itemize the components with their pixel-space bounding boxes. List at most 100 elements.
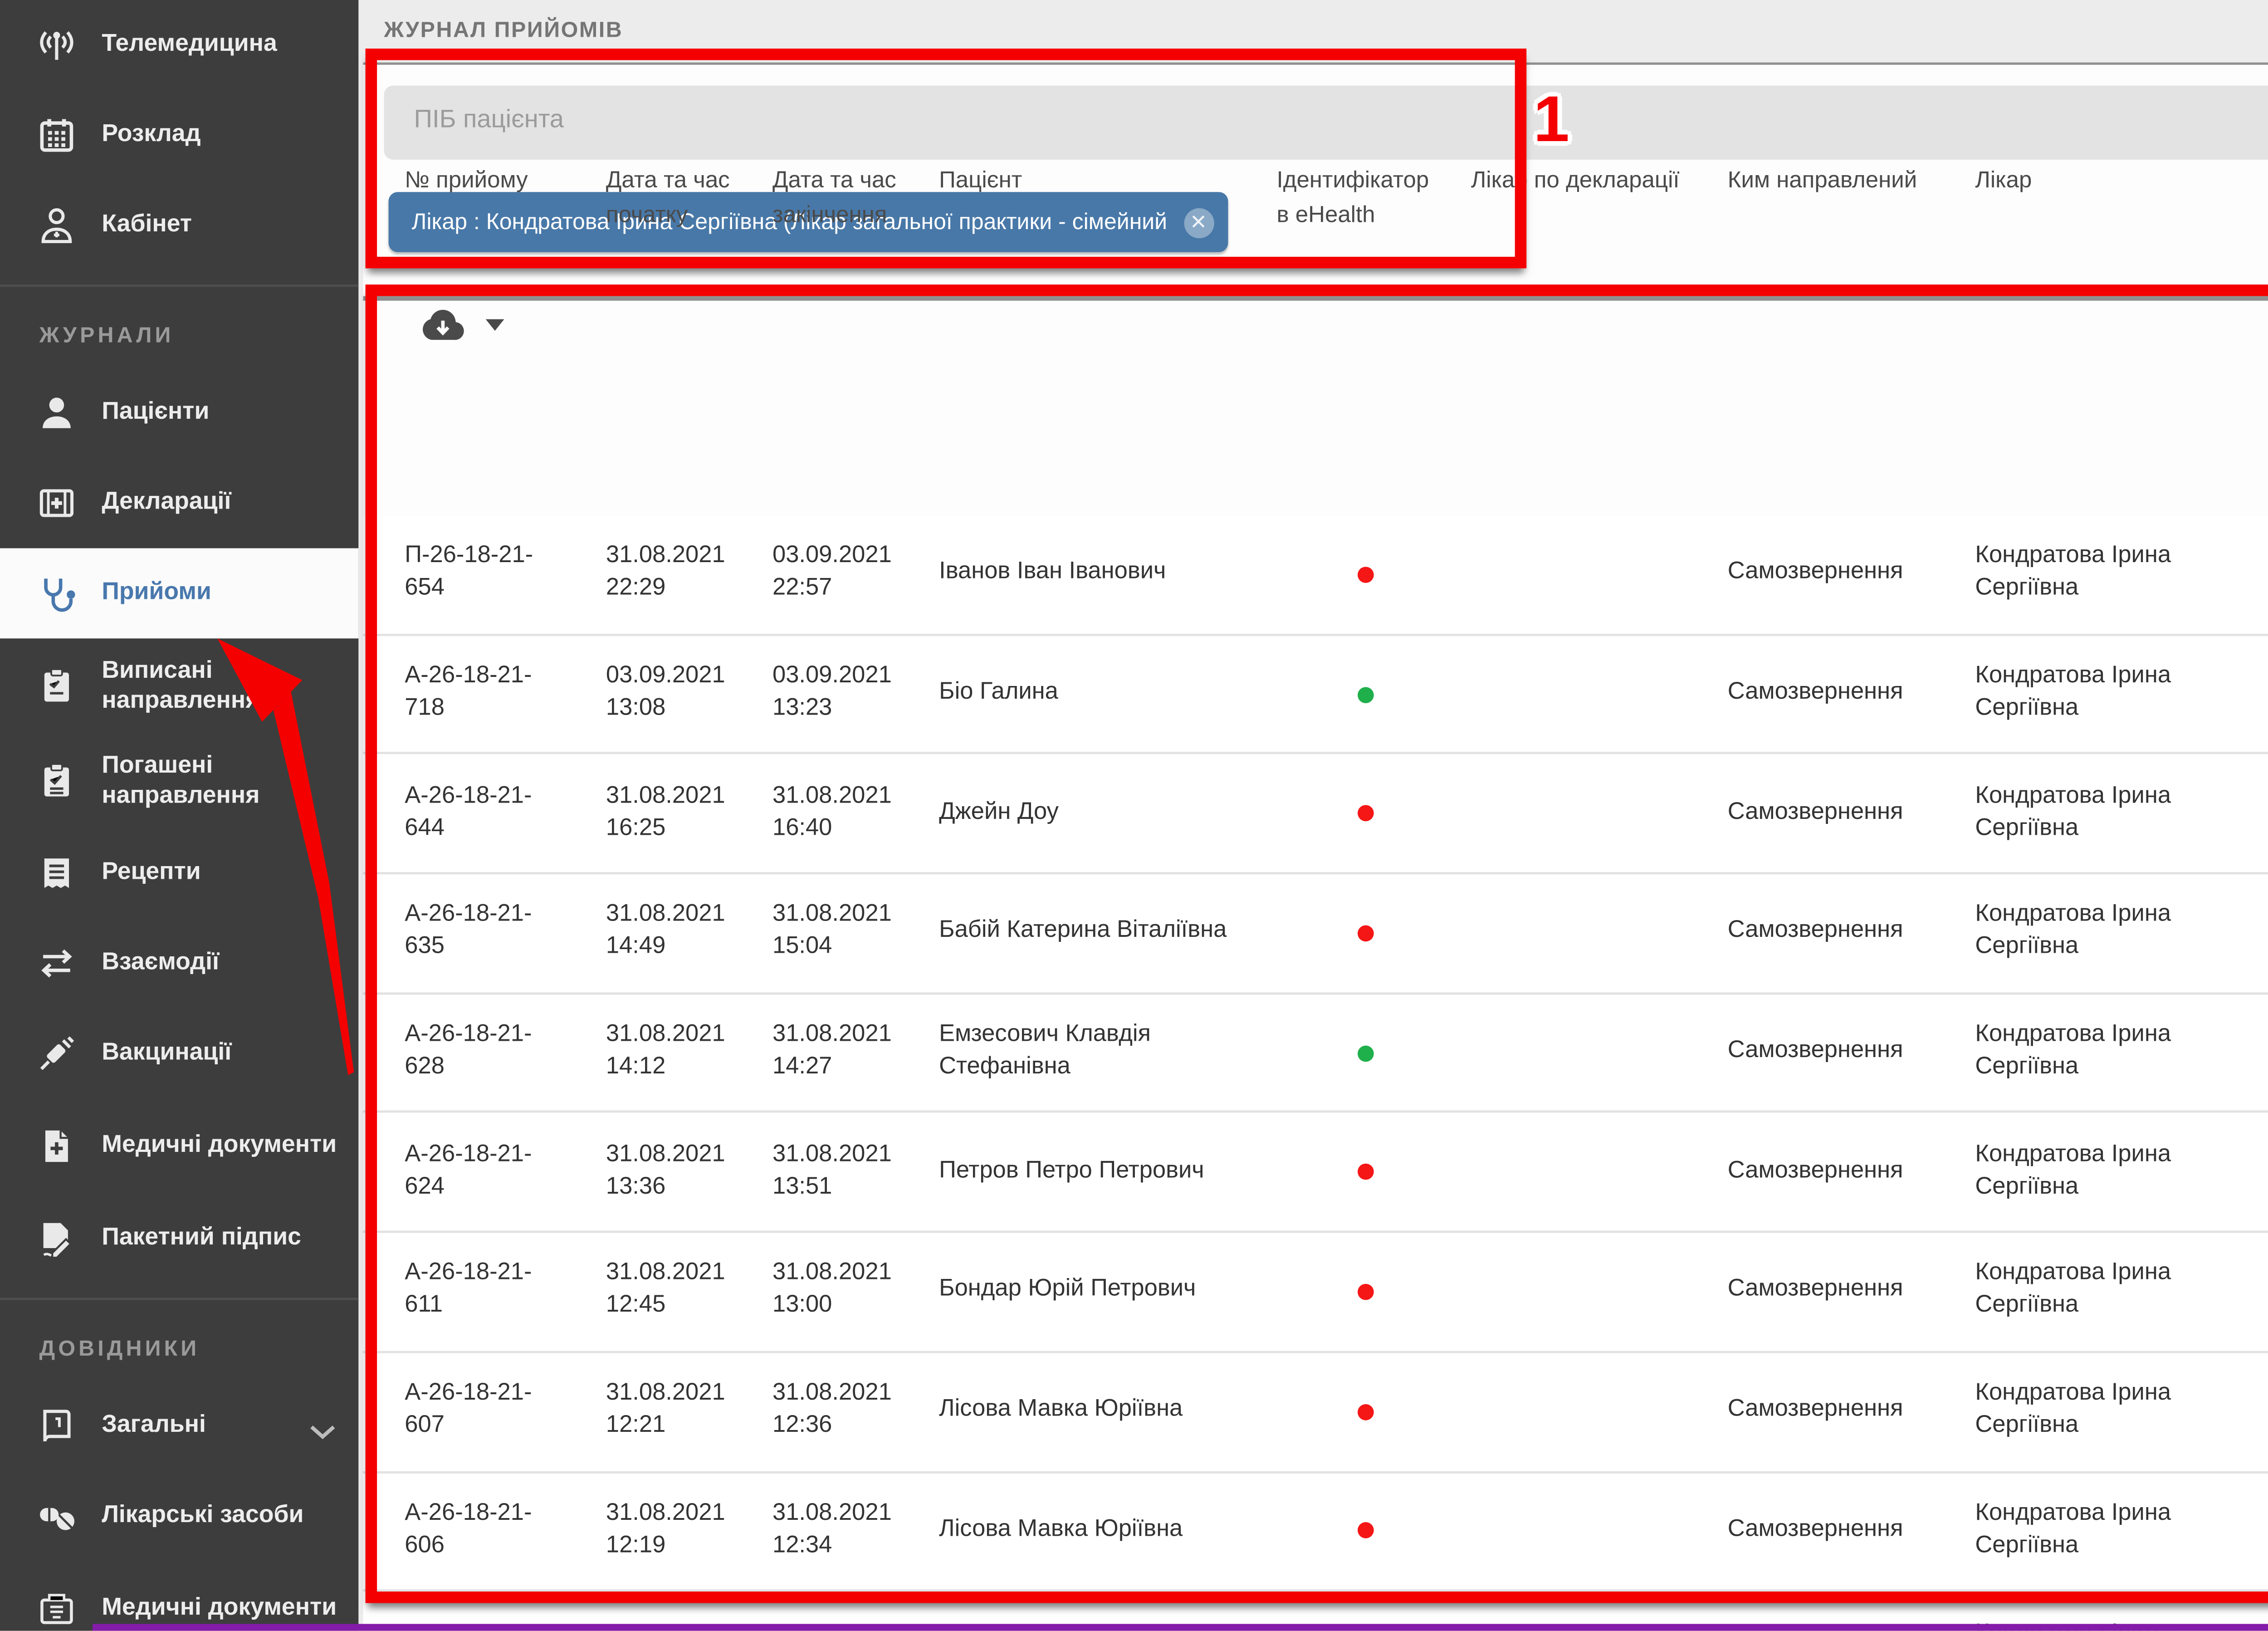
sidebar-item-виписані-направлення[interactable]: Виписані направлення (0, 638, 358, 733)
sidebar-item-взаємодії[interactable]: Взаємодії (0, 918, 358, 1009)
table-row[interactable]: А-26-18-21- 628 31.08.2021 14:12 31.08.202… (363, 994, 2268, 1114)
syringe-icon (40, 1036, 74, 1070)
sidebar-item-label: Медичні документи (102, 1131, 337, 1159)
table-body: П-26-18-21- 654 31.08.2021 22:29 03.09.202… (363, 516, 2268, 1631)
cell-patient: Емзесович Клавдія Стефанівна (939, 1023, 1151, 1081)
doctor-icon (41, 208, 72, 243)
cell-doctor: Кондратова Ірина Сергіївна (1975, 1142, 2171, 1200)
cell-number: А-26-18-21- 718 (405, 664, 532, 722)
cell-declaration-doctor (1471, 516, 1714, 633)
column-header: Пацієнт (939, 169, 1022, 195)
sidebar-item-пакетний-підпис[interactable]: Пакетний підпис (0, 1194, 358, 1284)
sidebar-item-label: Пацієнти (102, 397, 210, 426)
cell-ehealth-id (1277, 755, 1453, 872)
ehealth-status-dot (1356, 1403, 1373, 1420)
cell-start-datetime: 31.08.2021 12:45 (606, 1262, 725, 1320)
declaration-icon (39, 489, 74, 517)
sidebar-item-label: Прийоми (102, 578, 211, 606)
sidebar-item-телемедицина[interactable]: Телемедицина (0, 0, 358, 90)
cell-referral: Самозвернення (1727, 1158, 1903, 1184)
doctor-filter-chip[interactable]: Лікар : Кондратова Ірина Сергіївна (Ліка… (388, 192, 1227, 252)
cell-ehealth-id (1277, 994, 1453, 1111)
sidebar-item-пацієнти[interactable]: Пацієнти (0, 368, 358, 458)
sidebar-divider (0, 1298, 359, 1300)
ehealth-status-dot (1356, 1283, 1373, 1300)
cell-end-datetime: 03.09.2021 22:57 (772, 544, 892, 602)
cell-ehealth-id (1277, 875, 1453, 992)
cell-doctor: Кондратова Ірина Сергіївна (1975, 903, 2171, 961)
table-row[interactable]: А-26-18-21- 644 31.08.2021 16:25 31.08.202… (363, 755, 2268, 875)
sidebar-item-вакцинації[interactable]: Вакцинації (0, 1009, 358, 1099)
sidebar-item-рецепти[interactable]: Рецепти (0, 828, 358, 918)
search-input[interactable]: ПІБ пацієнта (384, 85, 2268, 160)
sidebar-item-label: Телемедицина (102, 30, 277, 58)
cell-patient: Лісова Мавка Юріївна (939, 1517, 1183, 1543)
cell-doctor: Кондратова Ірина Сергіївна (1975, 1023, 2171, 1081)
book-icon (43, 1410, 71, 1442)
cell-start-datetime: 31.08.2021 14:49 (606, 903, 725, 961)
calendar-icon (40, 119, 73, 152)
table-row[interactable]: А-26-18-21- 718 03.09.2021 13:08 03.09.202… (363, 635, 2268, 755)
sidebar-item-медичні-документи[interactable]: Медичні документи (0, 1099, 358, 1194)
chip-close-icon[interactable]: ✕ (1183, 207, 1214, 237)
cell-doctor: Кондратова Ірина Сергіївна (1975, 1262, 2171, 1320)
ehealth-status-dot (1356, 1164, 1373, 1180)
table-row[interactable]: П-26-18-21- 654 31.08.2021 22:29 03.09.202… (363, 516, 2268, 636)
cell-number: А-26-18-21- 624 (405, 1142, 532, 1200)
cell-patient: Біо Галина (939, 680, 1058, 706)
med-docs-icon (40, 1594, 73, 1624)
table-row[interactable]: А-26-18-21- 611 31.08.2021 12:45 31.08.202… (363, 1233, 2268, 1353)
cell-doctor: Кондратова Ірина Сергіївна (1975, 1501, 2171, 1559)
cell-declaration-doctor (1471, 994, 1714, 1111)
breadcrumb: ЖУРНАЛ ПРИЙОМІВ (384, 18, 623, 44)
cell-referral: Самозвернення (1727, 1517, 1903, 1543)
cell-patient: Бондар Юрій Петрович (939, 1278, 1196, 1304)
sidebar-item-label: Декларації (102, 488, 231, 516)
search-placeholder: ПІБ пацієнта (414, 106, 564, 134)
sidebar-item-прийоми[interactable]: Прийоми (0, 548, 359, 639)
sidebar-item-label: Рецепти (102, 858, 201, 886)
cell-ehealth-id (1277, 1114, 1453, 1231)
cell-start-datetime: 31.08.2021 12:19 (606, 1501, 725, 1559)
sidebar-item-медичні-документи[interactable]: Медичні документи (0, 1562, 358, 1631)
sidebar-item-кабінет[interactable]: Кабінет (0, 181, 358, 271)
sidebar-item-лікарські-засоби[interactable]: Лікарські засоби (0, 1471, 358, 1562)
ehealth-status-dot (1356, 925, 1373, 941)
receipt-icon (44, 858, 69, 888)
table-row[interactable]: А-26-18-21- 606 31.08.2021 12:19 31.08.202… (363, 1472, 2268, 1592)
cell-start-datetime: 31.08.2021 14:12 (606, 1023, 725, 1081)
table-row[interactable]: А-26-18-21- 635 31.08.2021 14:49 31.08.202… (363, 874, 2268, 994)
cell-ehealth-id (1277, 1233, 1453, 1350)
cell-number: А-26-18-21- 635 (405, 903, 532, 961)
cell-end-datetime: 31.08.2021 13:51 (772, 1142, 892, 1200)
cell-patient: Іванов Іван Іванович (939, 560, 1166, 586)
column-header: Лікар по декларації (1471, 169, 1680, 195)
sidebar-item-загальні[interactable]: Загальні (0, 1381, 358, 1471)
ehealth-status-dot (1356, 686, 1373, 702)
cell-referral: Самозвернення (1727, 560, 1903, 586)
sidebar-item-label: Виписані направлення (102, 656, 260, 714)
cell-referral: Самозвернення (1727, 919, 1903, 945)
cell-start-datetime: 03.09.2021 13:08 (606, 664, 725, 722)
cell-number: А-26-18-21- 606 (405, 1501, 532, 1559)
sidebar-item-label: Медичні документи (102, 1594, 337, 1622)
sidebar-item-розклад[interactable]: Розклад (0, 90, 358, 181)
sidebar-item-погашені-направлення[interactable]: Погашені направлення (0, 733, 358, 828)
cell-referral: Самозвернення (1727, 1278, 1903, 1304)
sidebar-item-label: Загальні (102, 1411, 206, 1439)
cell-ehealth-id (1277, 1353, 1453, 1470)
sidebar-item-label: Лікарські засоби (102, 1501, 304, 1529)
table-row[interactable]: А-26-18-21- 607 31.08.2021 12:21 31.08.202… (363, 1352, 2268, 1473)
column-header: № прийому (405, 169, 528, 195)
cell-doctor: Кондратова Ірина Сергіївна (1975, 664, 2171, 722)
ehealth-status-dot (1356, 566, 1373, 583)
table-row[interactable]: А-26-18-21- 624 31.08.2021 13:36 31.08.202… (363, 1113, 2268, 1234)
chip-label: Лікар : Кондратова Ірина Сергіївна (Ліка… (411, 209, 1168, 235)
export-download-button[interactable] (416, 303, 518, 345)
cell-declaration-doctor (1471, 1472, 1714, 1589)
ehealth-status-dot (1356, 805, 1373, 822)
swap-icon (41, 949, 72, 978)
chevron-down-icon (310, 1424, 335, 1438)
cell-referral: Самозвернення (1727, 799, 1903, 825)
sidebar-item-декларації[interactable]: Декларації (0, 458, 358, 549)
